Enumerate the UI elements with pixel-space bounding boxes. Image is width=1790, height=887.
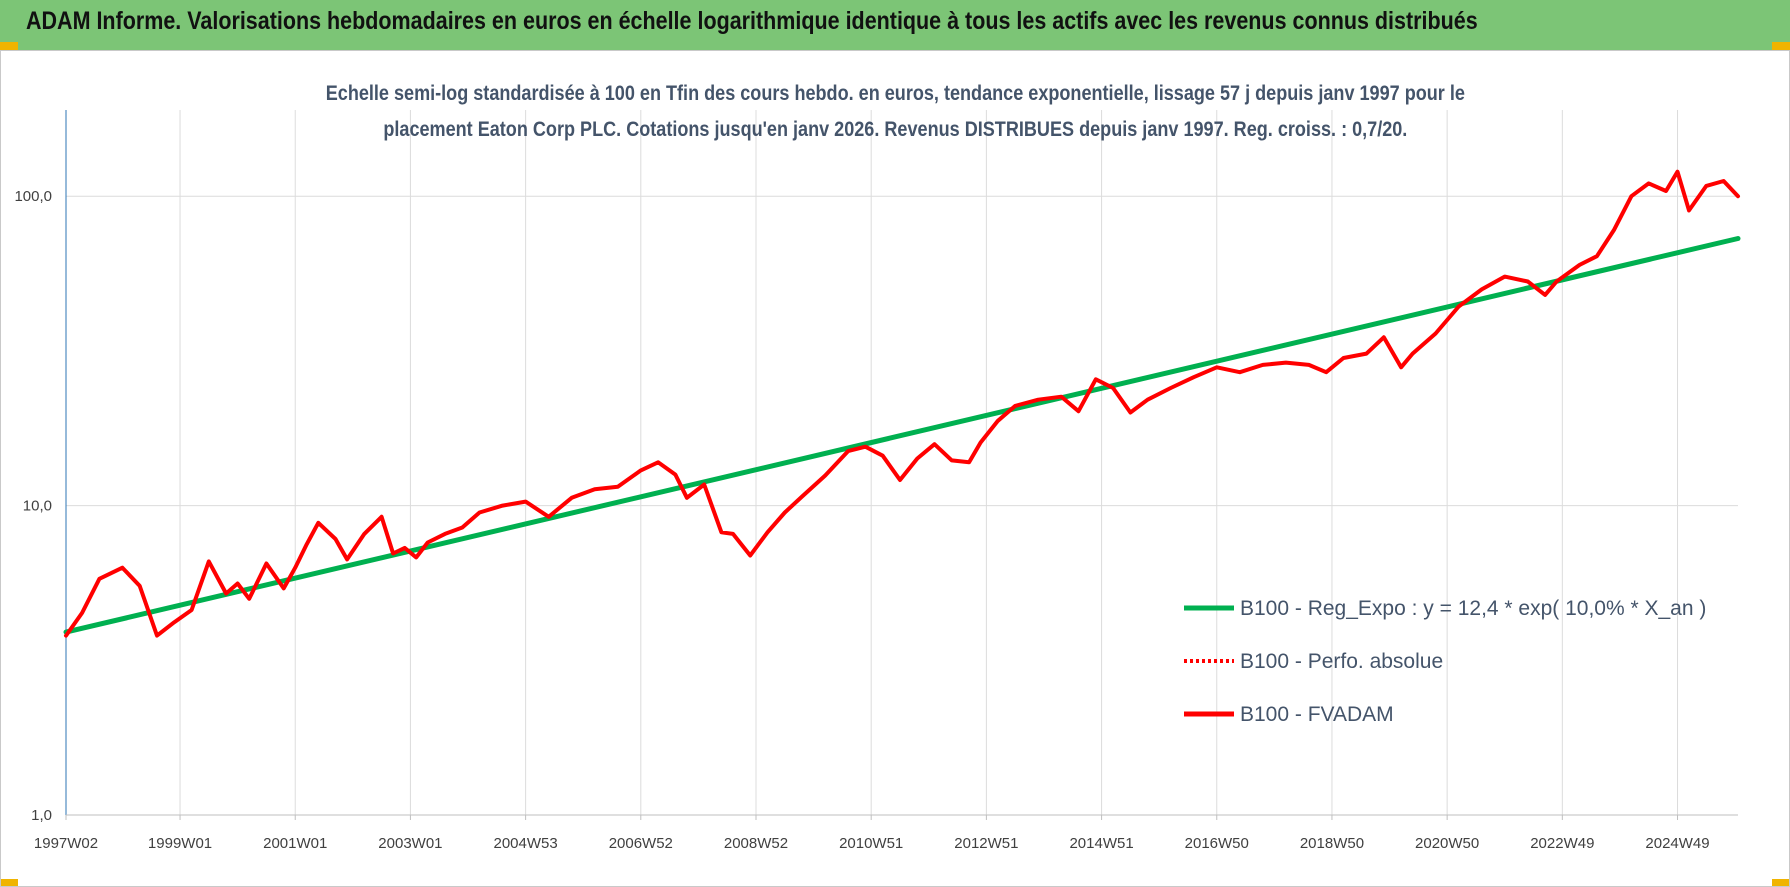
x-tick-label: 2004W53 bbox=[494, 835, 558, 852]
y-tick-label: 1,0 bbox=[31, 807, 52, 824]
x-tick-label: 2003W01 bbox=[378, 835, 442, 852]
grid bbox=[65, 110, 1738, 816]
chart-subtitle-line-2: placement Eaton Corp PLC. Cotations jusq… bbox=[383, 118, 1407, 141]
axes: 1,0 10,0 100,0 1997W02 1999W01 2001W01 2003W01… bbox=[14, 110, 1738, 852]
corner-marker bbox=[1772, 879, 1790, 887]
x-tick-label: 1997W02 bbox=[34, 835, 98, 852]
legend-label: B100 - FVADAM bbox=[1240, 703, 1394, 726]
legend-label: B100 - Reg_Expo : y = 12,4 * exp( 10,0% … bbox=[1240, 597, 1706, 620]
corner-marker bbox=[1772, 42, 1790, 50]
corner-marker bbox=[0, 42, 18, 50]
series bbox=[63, 169, 1741, 638]
x-tick-label: 2020W50 bbox=[1415, 835, 1479, 852]
x-tick-label: 2012W51 bbox=[954, 835, 1018, 852]
series-line-regression bbox=[63, 236, 1741, 635]
report-title: ADAM Informe. Valorisations hebdomadaire… bbox=[26, 7, 1478, 35]
y-tick-label: 10,0 bbox=[23, 498, 52, 515]
chart-subtitle-line-1: Echelle semi-log standardisée à 100 en T… bbox=[325, 82, 1465, 105]
x-tick-label: 2006W52 bbox=[609, 835, 673, 852]
corner-marker bbox=[0, 879, 18, 887]
header-bar: ADAM Informe. Valorisations hebdomadaire… bbox=[0, 0, 1790, 50]
x-tick-label: 1999W01 bbox=[148, 835, 212, 852]
x-tick-label: 2014W51 bbox=[1069, 835, 1133, 852]
x-tick-label: 2016W50 bbox=[1185, 835, 1249, 852]
x-tick-label: 2010W51 bbox=[839, 835, 903, 852]
x-tick-label: 2001W01 bbox=[263, 835, 327, 852]
x-tick-label: 2024W49 bbox=[1645, 835, 1709, 852]
x-tick-label: 2022W49 bbox=[1530, 835, 1594, 852]
legend-label: B100 - Perfo. absolue bbox=[1240, 650, 1443, 673]
legend: B100 - Reg_Expo : y = 12,4 * exp( 10,0% … bbox=[1184, 597, 1706, 726]
chart-subtitle: Echelle semi-log standardisée à 100 en T… bbox=[160, 76, 1630, 148]
y-tick-label: 100,0 bbox=[14, 188, 52, 205]
series-line-fvadam bbox=[64, 169, 1740, 638]
x-tick-label: 2018W50 bbox=[1300, 835, 1364, 852]
x-tick-label: 2008W52 bbox=[724, 835, 788, 852]
